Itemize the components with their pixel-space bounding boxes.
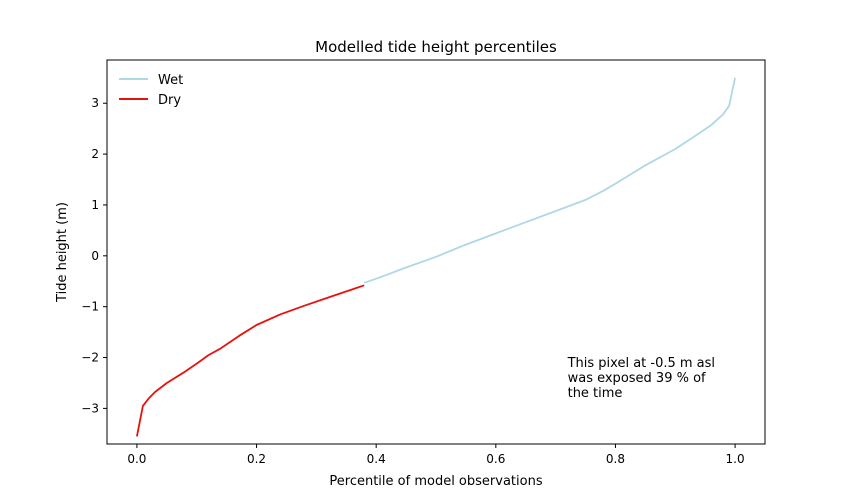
- chart-title: Modelled tide height percentiles: [315, 38, 557, 56]
- series-line-dry: [136, 284, 365, 437]
- x-tick-label: 0.6: [486, 452, 505, 466]
- x-axis-ticks: 0.0 0.2 0.4 0.6 0.8 1.0: [127, 444, 745, 466]
- y-tick-label: −1: [81, 300, 99, 314]
- y-tick-label: −2: [81, 351, 99, 365]
- x-tick-label: 0.4: [367, 452, 386, 466]
- x-tick-label: 1.0: [726, 452, 745, 466]
- series-line-wet: [363, 77, 736, 284]
- legend-label-wet: Wet: [158, 73, 183, 88]
- x-axis-label: Percentile of model observations: [329, 474, 542, 489]
- legend: Wet Dry: [119, 73, 183, 108]
- y-axis-label: Tide height (m): [55, 202, 70, 303]
- x-tick-label: 0.2: [247, 452, 266, 466]
- y-tick-label: 1: [91, 198, 99, 212]
- y-tick-label: 0: [91, 249, 99, 263]
- y-tick-label: 3: [91, 96, 99, 110]
- annotation-line: was exposed 39 % of: [568, 371, 706, 386]
- plot-frame: [106, 59, 766, 445]
- legend-label-dry: Dry: [158, 93, 181, 108]
- annotation-line: the time: [568, 386, 623, 401]
- plot-lines: [136, 77, 736, 437]
- y-tick-label: 2: [91, 147, 99, 161]
- y-axis-ticks: −3 −2 −1 0 1 2 3: [81, 96, 107, 415]
- x-tick-label: 0.8: [606, 452, 625, 466]
- x-tick-label: 0.0: [127, 452, 146, 466]
- annotation-line: This pixel at -0.5 m asl: [567, 356, 715, 371]
- y-tick-label: −3: [81, 401, 99, 415]
